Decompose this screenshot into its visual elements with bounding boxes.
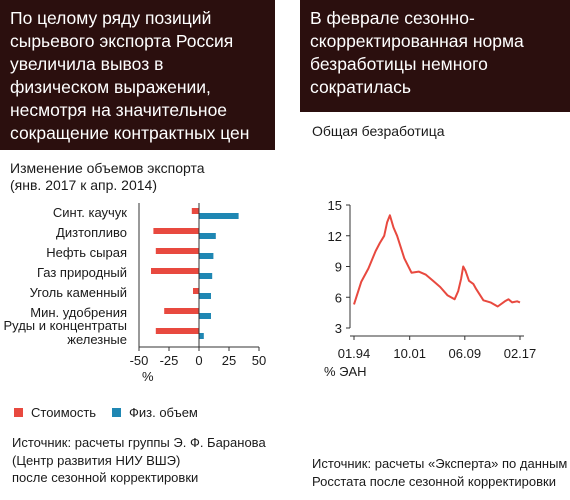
left-source-line: после сезонной корректировки [12, 470, 199, 485]
x-tick-label: 10.01 [393, 346, 426, 361]
category-label: Дизтопливо [56, 225, 127, 240]
x-tick-label: -50 [130, 353, 149, 368]
x-tick-label: 02.17 [504, 346, 537, 361]
bar-volume [199, 333, 204, 339]
bar-value [153, 228, 199, 234]
x-tick-label: 50 [252, 353, 266, 368]
bar-value [193, 288, 199, 294]
bar-volume [199, 293, 211, 299]
bar-volume [199, 273, 213, 279]
y-tick-label: 15 [328, 198, 342, 213]
left-source-line: Источник: расчеты группы Э. Ф. Баранова [12, 435, 266, 450]
export-chart-subtitle-line1: Изменение объемов экспорта [10, 160, 205, 176]
right-source-note: Источник: расчеты «Эксперта» по данным Р… [312, 455, 567, 490]
x-axis-label: % [142, 369, 154, 384]
category-label: Мин. удобрения [30, 305, 127, 320]
x-tick-label: 0 [195, 353, 202, 368]
category-label: Синт. каучук [53, 205, 127, 220]
bar-value [155, 328, 199, 334]
bar-volume [199, 313, 211, 319]
bar-volume [199, 213, 239, 219]
bar-value [151, 268, 199, 274]
bar-volume [199, 233, 216, 239]
y-tick-label: 6 [335, 290, 342, 305]
export-chart-subtitle: Изменение объемов экспорта (янв. 2017 к … [10, 160, 205, 194]
export-chart-subtitle-line2: (янв. 2017 к апр. 2014) [10, 177, 157, 193]
unemployment-series-line [353, 214, 521, 308]
category-label: Газ природный [37, 265, 127, 280]
category-label: Руды и концентраты [3, 318, 127, 333]
bar-value [155, 248, 199, 254]
right-headline: В феврале сезонно-скорректированная норм… [300, 0, 570, 112]
legend-label-volume: Физ. объем [129, 405, 198, 420]
legend-item-volume: Физ. объем [112, 405, 198, 420]
x-tick-label: 01.94 [338, 346, 371, 361]
bar-volume [199, 253, 214, 259]
left-source-line: (Центр развития НИУ ВШЭ) [12, 452, 181, 468]
legend-swatch-volume [112, 408, 121, 417]
legend-item-value: Стоимость [14, 405, 96, 420]
category-label: Нефть сырая [46, 245, 127, 260]
y-tick-label: 3 [335, 321, 342, 336]
x-tick-label: 25 [222, 353, 236, 368]
category-label: Уголь каменный [30, 285, 127, 300]
right-source-line: Росстата после сезонной корректировки [312, 473, 556, 489]
category-label: железные [67, 332, 127, 347]
y-tick-label: 12 [328, 229, 342, 244]
left-source-note: Источник: расчеты группы Э. Ф. Баранова … [12, 434, 266, 487]
legend-label-value: Стоимость [31, 405, 97, 420]
y-tick-label: 9 [335, 260, 342, 275]
legend-swatch-value [14, 408, 23, 417]
x-axis-label: % ЭАН [324, 364, 367, 379]
bar-value [164, 308, 199, 314]
right-source-line: Источник: расчеты «Эксперта» по данным [312, 456, 568, 471]
left-headline: По целому ряду позиций сырьевого экспорт… [0, 0, 275, 150]
unemployment-chart-subtitle: Общая безработица [312, 123, 445, 139]
x-tick-label: 06.09 [449, 346, 482, 361]
unemployment-line-chart: 3 6 9 12 15 01.94 10.01 06.09 02.17 % ЭАН [324, 198, 537, 379]
x-tick-label: -25 [160, 353, 179, 368]
bar-value [191, 208, 199, 214]
export-bar-chart: Синт. каучук Дизтопливо Нефть сырая Газ при… [3, 203, 266, 384]
